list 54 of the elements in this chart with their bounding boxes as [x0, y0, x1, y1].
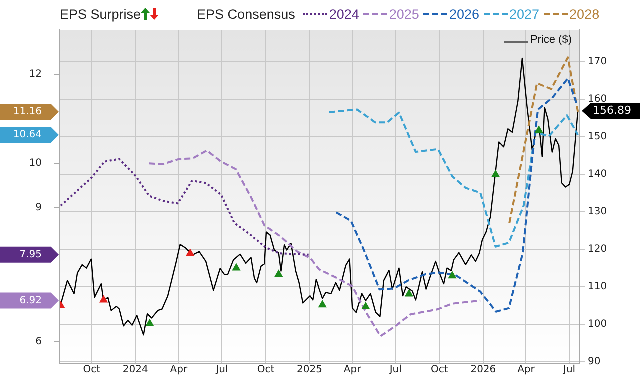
- point: [146, 319, 154, 326]
- legend-label: 2024: [329, 6, 360, 22]
- legend-label: 2027: [510, 6, 540, 22]
- y-tick-label: 9: [36, 202, 42, 214]
- line-series: [335, 78, 578, 313]
- x-tick-label: Apr: [518, 364, 536, 376]
- point: [274, 270, 283, 278]
- point: [448, 272, 456, 279]
- legend-label: 2026: [449, 6, 480, 22]
- x-tick-label: Jul: [562, 364, 576, 376]
- y-tick-label: 12: [29, 69, 42, 80]
- y2-tick-label: 120: [588, 244, 608, 256]
- legend-label: 2025: [389, 6, 420, 22]
- point: [535, 126, 544, 134]
- y-tick-label: 11.16: [13, 106, 42, 118]
- x-tick-label: 2026: [470, 364, 496, 376]
- y2-tick-label: 170: [588, 56, 608, 68]
- y2-tick-label: 90: [588, 356, 601, 368]
- y2-tick-label: 100: [588, 319, 608, 330]
- legend-label: 2028: [570, 6, 600, 22]
- point: [362, 302, 370, 310]
- line-series: [60, 158, 310, 256]
- y-tick-label: 6.92: [20, 295, 42, 306]
- point: [492, 170, 500, 178]
- y-tick-label: 6: [36, 336, 42, 348]
- x-tick-label: Jul: [215, 364, 228, 376]
- x-tick-label: Apr: [170, 364, 188, 376]
- x-tick-label: 2024: [122, 364, 148, 376]
- x-tick-label: 2025: [297, 364, 322, 376]
- point: [100, 296, 108, 303]
- x-tick-label: Jul: [388, 364, 402, 376]
- y2-tick-label: 140: [588, 169, 608, 180]
- x-tick-label: Apr: [344, 364, 362, 376]
- y-tick-label: 7.95: [20, 249, 42, 260]
- x-tick-label: Oct: [83, 364, 101, 376]
- x-tick-label: Oct: [431, 364, 448, 376]
- line-series: [148, 150, 482, 338]
- data-label: 156.89: [593, 104, 632, 117]
- text: EPS Consensus: [197, 6, 296, 22]
- point: [232, 264, 240, 271]
- point: [405, 290, 414, 297]
- y-tick-label: 10: [29, 158, 42, 170]
- x-tick-label: Oct: [257, 364, 275, 376]
- line-series: [328, 108, 580, 248]
- text: EPS Surprise: [60, 6, 142, 22]
- y2-tick-label: 110: [588, 282, 608, 293]
- y2-tick-label: 150: [588, 132, 608, 143]
- y2-tick-label: 130: [588, 206, 608, 218]
- y-tick-label: 10.64: [13, 130, 42, 141]
- series-label: Price ($): [530, 34, 572, 46]
- point: [318, 300, 327, 308]
- y2-tick-label: 160: [588, 94, 608, 106]
- line-series: [508, 56, 580, 224]
- point: [186, 249, 194, 256]
